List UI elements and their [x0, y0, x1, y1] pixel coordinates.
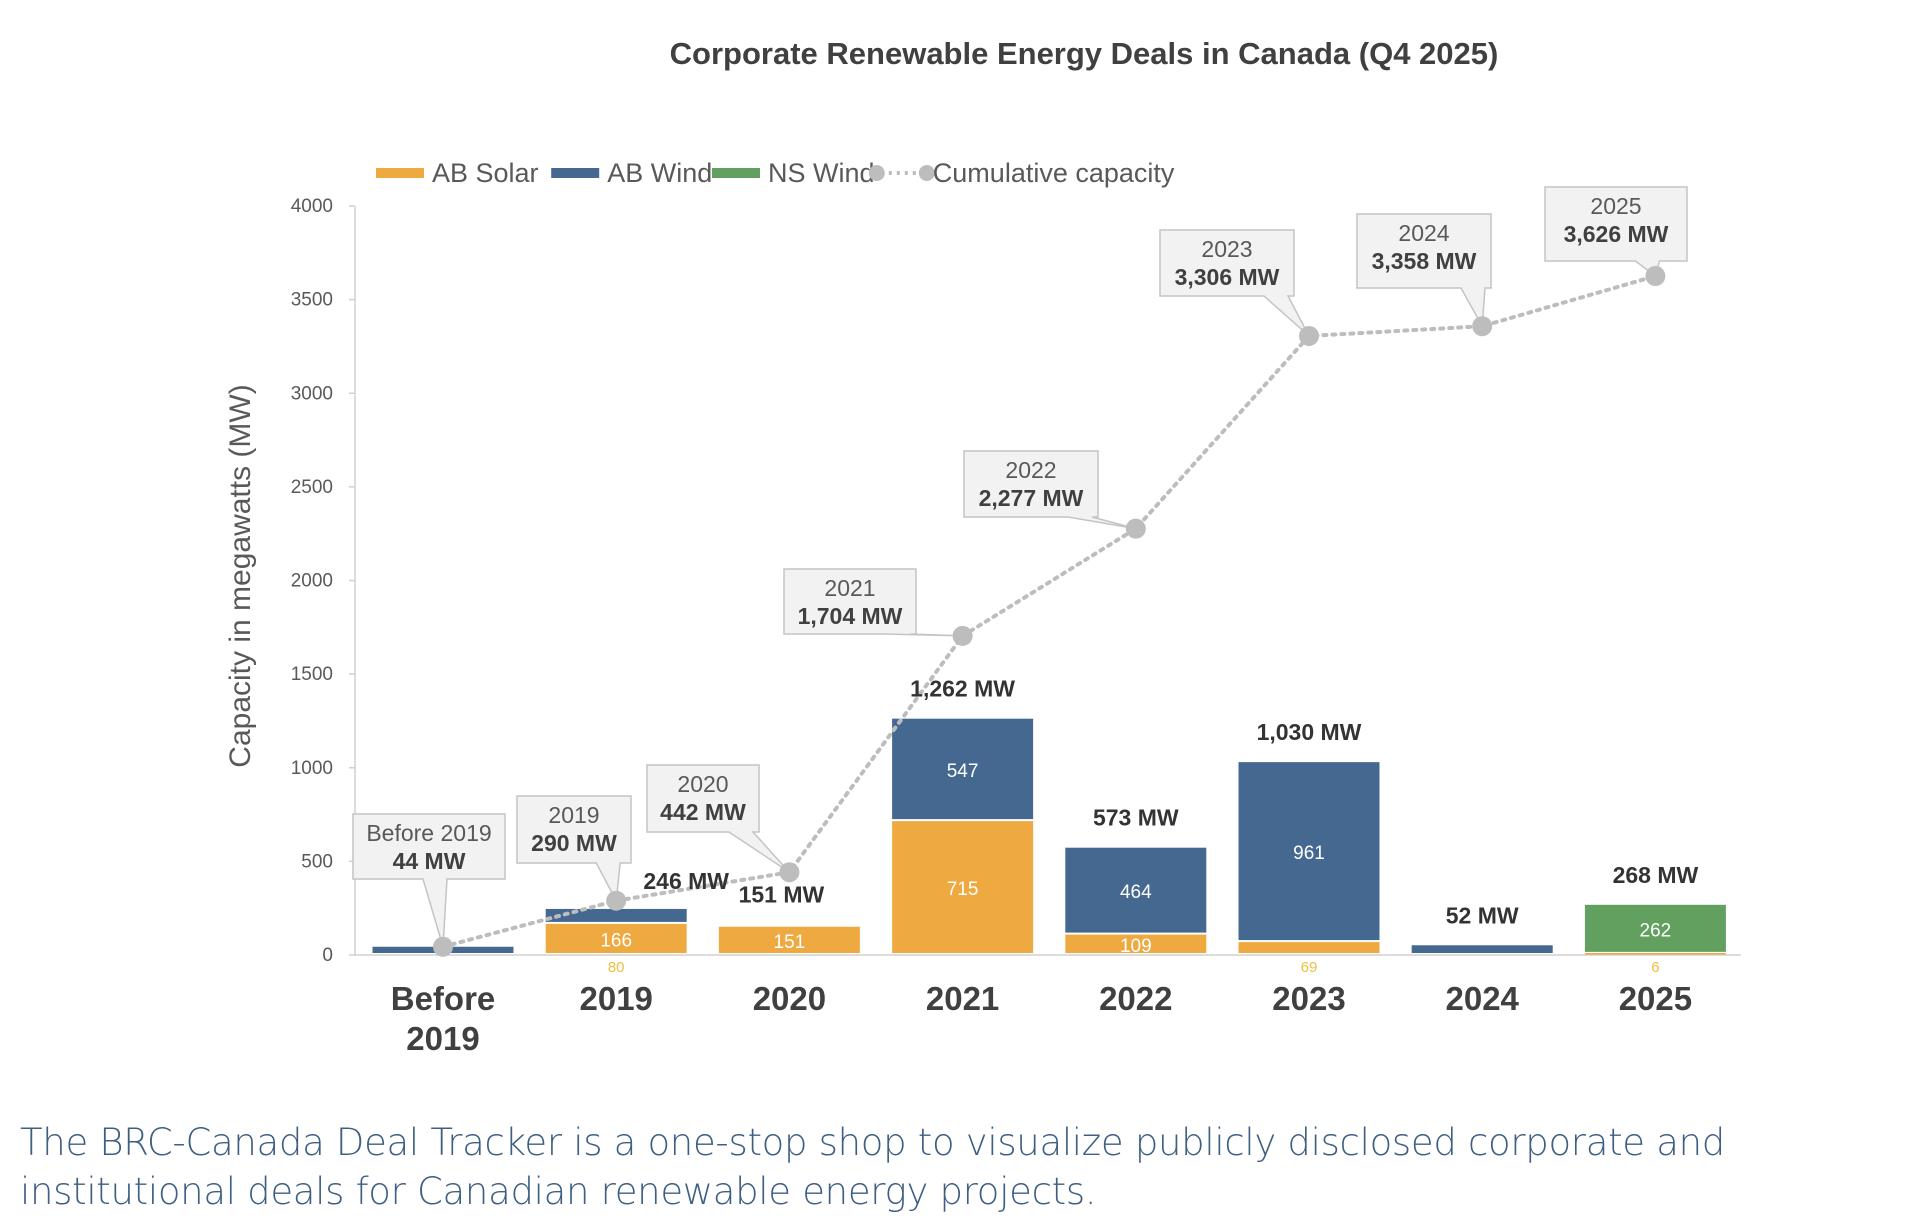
cumulative-point	[1125, 518, 1146, 539]
bar-value-label: 80	[608, 959, 625, 976]
bar-total-label: 268 MW	[1613, 862, 1699, 888]
callout-title: 2023	[1201, 236, 1252, 262]
bar-value-label: 151	[774, 932, 806, 953]
axes: 05001000150020002500300035004000Before20…	[291, 196, 1741, 1057]
bar-total-label: 52 MW	[1446, 902, 1519, 928]
callout-box	[963, 450, 1136, 530]
callout-box	[1159, 229, 1310, 337]
cumulative-point	[433, 936, 453, 957]
bar-segment-ab-solar	[1238, 942, 1380, 953]
bar-total-label: 1,262 MW	[910, 676, 1015, 702]
bar-value-label: 961	[1293, 843, 1325, 864]
cumulative-point	[952, 625, 973, 646]
legend-marker	[868, 165, 885, 181]
callout-box	[516, 795, 632, 904]
bar-segment-ab-solar	[1584, 953, 1726, 955]
bar-value-label: 166	[600, 930, 632, 951]
bar-segment-ab-solar	[1065, 934, 1207, 953]
callout-value: 290 MW	[531, 830, 617, 856]
bar-value-label: 547	[947, 761, 979, 782]
legend-swatch-ns-wind	[712, 168, 760, 178]
callout-title: Before 2019	[366, 820, 491, 846]
bar-total-label: 246 MW	[643, 868, 729, 894]
chart-title: Corporate Renewable Energy Deals in Cana…	[670, 36, 1499, 71]
y-axis-label: Capacity in megawatts (MW)	[224, 384, 257, 767]
legend-marker	[918, 165, 935, 181]
callout-title: 2021	[824, 575, 875, 601]
x-tick-label: 2022	[1099, 980, 1172, 1017]
y-tick-label: 0	[322, 945, 333, 966]
callout-box	[783, 568, 963, 637]
callout-title: 2025	[1590, 193, 1641, 219]
bar-segment-ab-solar	[545, 923, 687, 953]
callout-value: 1,704 MW	[798, 603, 903, 629]
cumulative-point	[1299, 325, 1319, 346]
callout-box	[646, 764, 790, 873]
bar-total-label: 1,030 MW	[1257, 719, 1362, 745]
y-tick-label: 4000	[291, 196, 333, 217]
y-tick-label: 2000	[291, 571, 333, 592]
callout-box	[352, 813, 506, 947]
bar-value-label: 69	[1301, 959, 1318, 976]
bar-value-label: 6	[1651, 959, 1659, 976]
bar-value-label: 715	[947, 879, 979, 900]
bar-segment-ab-wind	[1411, 945, 1553, 953]
callout-value: 442 MW	[660, 799, 746, 825]
bar-segment-ab-wind	[1238, 762, 1380, 941]
y-tick-label: 1500	[291, 664, 333, 685]
bar-value-label: 109	[1120, 936, 1152, 957]
legend-label: Cumulative capacity	[933, 158, 1175, 188]
x-tick-label: 2025	[1619, 980, 1692, 1017]
x-tick-label: 2019	[406, 1020, 479, 1057]
chart: Corporate Renewable Energy Deals in Cana…	[224, 36, 1741, 1057]
callout-value: 2,277 MW	[979, 485, 1084, 511]
bar-segment-ab-solar	[718, 926, 860, 953]
bar-segment-ab-wind	[1065, 847, 1207, 933]
x-tick-label: 2020	[753, 980, 826, 1017]
bar-value-label: 262	[1640, 920, 1672, 941]
legend-swatch-ab-wind	[551, 168, 600, 178]
cumulative-series-line	[441, 274, 1658, 949]
callout-value: 44 MW	[393, 848, 466, 874]
legend-label: AB Wind	[607, 158, 712, 188]
bars	[372, 718, 1726, 955]
callout-value: 3,626 MW	[1564, 221, 1669, 247]
cumulative-point	[779, 862, 800, 883]
callout-title: 2020	[677, 771, 728, 797]
y-tick-label: 3000	[291, 383, 333, 404]
callout-title: 2019	[548, 802, 599, 828]
y-tick-label: 500	[301, 851, 333, 872]
y-tick-label: 2500	[291, 477, 333, 498]
callout-box	[1356, 213, 1492, 329]
callout-value: 3,358 MW	[1372, 248, 1477, 274]
bar-segment-ns-wind	[1584, 904, 1726, 952]
y-tick-label: 1000	[291, 758, 333, 779]
legend-swatch-ab-solar	[376, 168, 424, 178]
y-tick-label: 3500	[291, 290, 333, 311]
callout-title: 2024	[1398, 220, 1449, 246]
legend-label: NS Wind	[768, 158, 875, 188]
x-tick-label: 2023	[1272, 980, 1345, 1017]
footer-description: The BRC-Canada Deal Tracker is a one-sto…	[20, 1121, 1725, 1213]
bar-total-label: 151 MW	[739, 882, 825, 908]
bar-value-label: 464	[1120, 882, 1152, 903]
labels: 166 80 246 MW 151 151 MW 715 547 1,262 MW 109 464…	[600, 676, 1698, 976]
cumulative-point	[1645, 266, 1666, 287]
legend-label: AB Solar	[432, 158, 539, 188]
bar-total-label: 573 MW	[1093, 805, 1179, 831]
bar-segment-ab-wind	[892, 718, 1034, 820]
x-tick-label: Before	[391, 980, 496, 1017]
x-tick-label: 2021	[926, 980, 999, 1017]
bar-segment-ab-wind	[545, 908, 687, 922]
legend: AB Solar AB Wind NS Wind Cumulative capacit…	[376, 158, 1175, 188]
bar-segment-ab-solar	[892, 821, 1034, 953]
callout-value: 3,306 MW	[1175, 264, 1280, 290]
x-tick-label: 2019	[579, 980, 652, 1017]
cumulative-point	[606, 890, 627, 911]
x-tick-label: 2024	[1445, 980, 1519, 1017]
cumulative-point	[1472, 316, 1493, 337]
callout-title: 2022	[1005, 457, 1056, 483]
